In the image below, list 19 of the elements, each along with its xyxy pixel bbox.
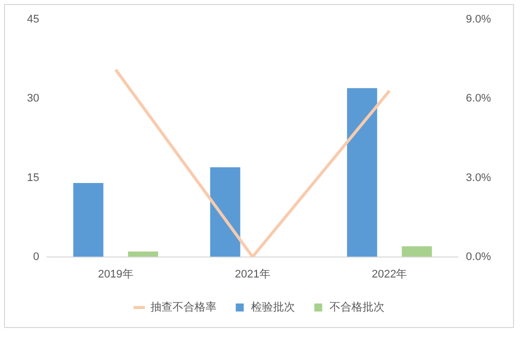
y2-tick-label: 3.0% — [466, 172, 492, 184]
bar — [347, 88, 378, 257]
bar — [73, 183, 104, 257]
bar — [210, 167, 240, 257]
x-tick-label: 2021年 — [234, 268, 270, 280]
y2-tick-label: 6.0% — [466, 92, 492, 105]
x-tick-label: 2022年 — [372, 268, 408, 280]
y-tick-label: 30 — [26, 92, 40, 105]
bar — [402, 246, 432, 257]
y2-tick-label: 9.0% — [466, 14, 492, 26]
y-tick-label: 0 — [33, 250, 40, 263]
y2-tick-label: 0.0% — [466, 250, 492, 263]
y-tick-label: 15 — [26, 172, 40, 184]
legend-label: 不合格批次 — [329, 300, 384, 314]
bar — [128, 252, 158, 257]
legend-label: 检验批次 — [250, 300, 295, 314]
x-tick-label: 2019年 — [98, 268, 134, 280]
legend-label: 抽查不合格率 — [150, 300, 216, 314]
y-tick-label: 45 — [26, 14, 40, 26]
